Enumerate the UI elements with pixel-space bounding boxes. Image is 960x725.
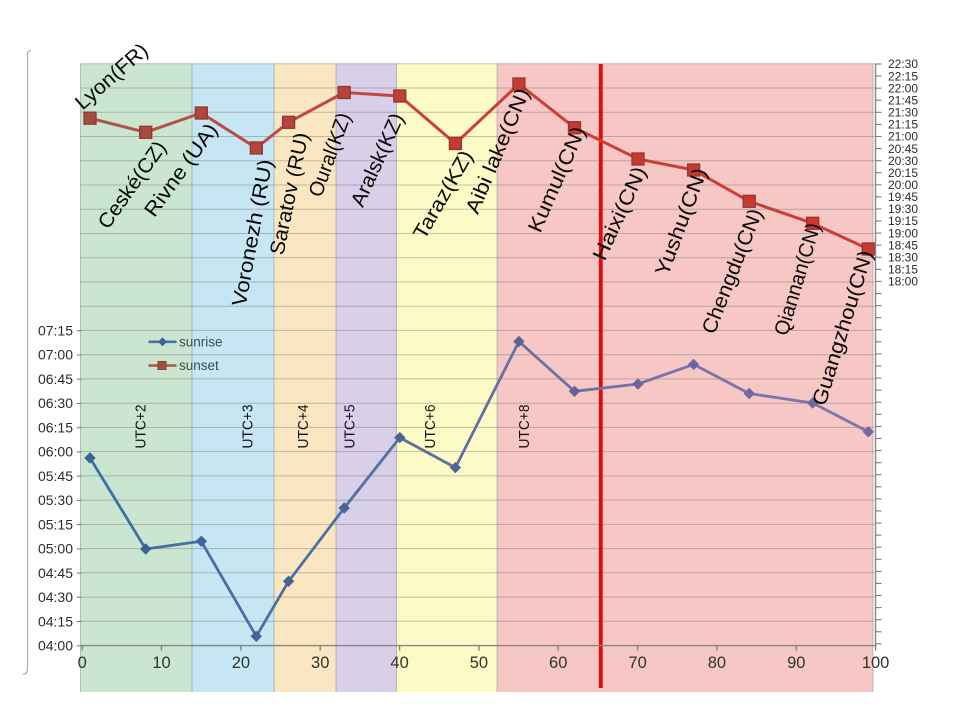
svg-text:90: 90 bbox=[787, 654, 805, 672]
svg-text:22:00: 22:00 bbox=[888, 81, 918, 95]
svg-text:20:45: 20:45 bbox=[888, 142, 918, 156]
svg-text:UTC+5: UTC+5 bbox=[343, 405, 359, 449]
svg-text:18:45: 18:45 bbox=[888, 238, 918, 252]
svg-text:50: 50 bbox=[470, 654, 488, 672]
svg-text:18:15: 18:15 bbox=[888, 263, 918, 277]
svg-text:21:15: 21:15 bbox=[888, 118, 918, 132]
svg-text:05:30: 05:30 bbox=[38, 492, 73, 508]
svg-text:0: 0 bbox=[78, 654, 87, 672]
svg-text:20:15: 20:15 bbox=[888, 166, 918, 180]
svg-text:UTC+6: UTC+6 bbox=[423, 405, 439, 449]
svg-text:06:45: 06:45 bbox=[38, 371, 73, 387]
svg-text:21:00: 21:00 bbox=[888, 130, 918, 144]
svg-text:22:30: 22:30 bbox=[888, 57, 918, 71]
svg-text:19:45: 19:45 bbox=[888, 190, 918, 204]
svg-text:100: 100 bbox=[862, 654, 890, 672]
svg-text:04:30: 04:30 bbox=[38, 589, 73, 605]
svg-text:UTC+8: UTC+8 bbox=[517, 405, 533, 449]
svg-text:18:00: 18:00 bbox=[888, 275, 918, 289]
svg-text:19:15: 19:15 bbox=[888, 214, 918, 228]
svg-text:10: 10 bbox=[152, 654, 170, 672]
svg-text:05:45: 05:45 bbox=[38, 468, 73, 484]
svg-text:04:00: 04:00 bbox=[38, 638, 73, 654]
svg-text:UTC+4: UTC+4 bbox=[296, 405, 312, 449]
svg-text:30: 30 bbox=[311, 654, 329, 672]
svg-text:05:15: 05:15 bbox=[38, 516, 73, 532]
svg-text:06:00: 06:00 bbox=[38, 444, 73, 460]
svg-text:40: 40 bbox=[390, 654, 408, 672]
svg-text:19:00: 19:00 bbox=[888, 226, 918, 240]
svg-text:70: 70 bbox=[628, 654, 646, 672]
svg-text:07:00: 07:00 bbox=[38, 347, 73, 363]
svg-text:20:00: 20:00 bbox=[888, 178, 918, 192]
svg-text:sunrise: sunrise bbox=[179, 334, 223, 349]
svg-text:07:15: 07:15 bbox=[38, 322, 73, 338]
svg-text:21:45: 21:45 bbox=[888, 93, 918, 107]
svg-text:04:15: 04:15 bbox=[38, 613, 73, 629]
svg-text:18:30: 18:30 bbox=[888, 251, 918, 265]
svg-text:06:30: 06:30 bbox=[38, 395, 73, 411]
svg-text:20: 20 bbox=[232, 654, 250, 672]
svg-text:UTC+3: UTC+3 bbox=[241, 405, 257, 449]
svg-text:20:30: 20:30 bbox=[888, 154, 918, 168]
svg-text:60: 60 bbox=[549, 654, 567, 672]
svg-text:06:15: 06:15 bbox=[38, 419, 73, 435]
svg-text:05:00: 05:00 bbox=[38, 541, 73, 557]
svg-text:UTC+2: UTC+2 bbox=[134, 405, 150, 449]
svg-text:04:45: 04:45 bbox=[38, 565, 73, 581]
svg-text:80: 80 bbox=[708, 654, 726, 672]
svg-text:sunset: sunset bbox=[179, 358, 219, 373]
svg-text:21:30: 21:30 bbox=[888, 106, 918, 120]
svg-text:22:15: 22:15 bbox=[888, 69, 918, 83]
svg-text:19:30: 19:30 bbox=[888, 202, 918, 216]
